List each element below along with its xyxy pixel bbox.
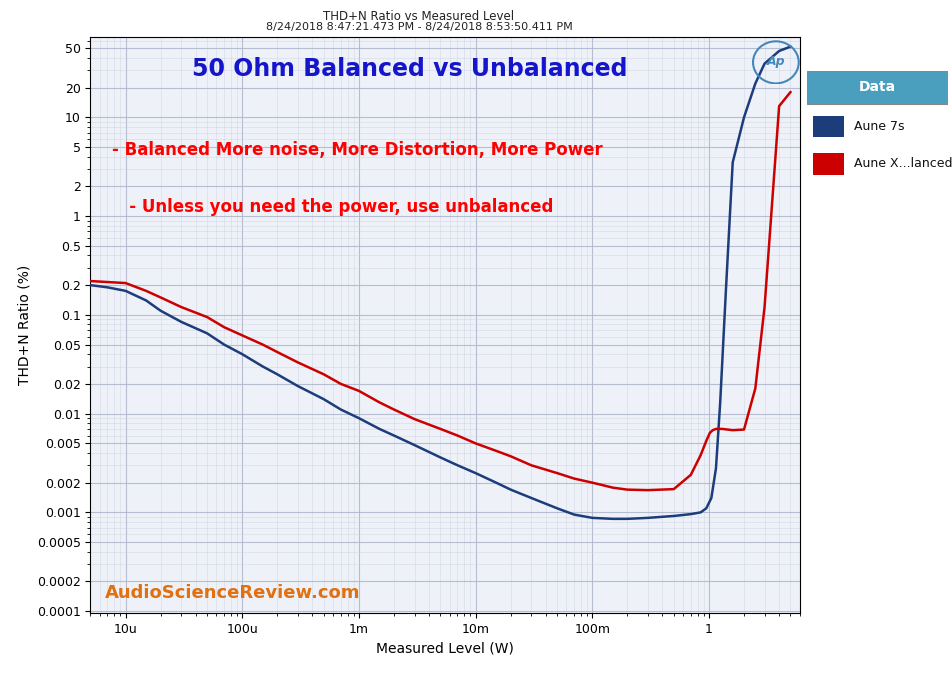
Text: THD+N Ratio vs Measured Level: THD+N Ratio vs Measured Level: [324, 10, 514, 23]
Y-axis label: THD+N Ratio (%): THD+N Ratio (%): [17, 265, 31, 386]
Text: Data: Data: [860, 80, 896, 94]
Text: 50 Ohm Balanced vs Unbalanced: 50 Ohm Balanced vs Unbalanced: [192, 57, 627, 82]
Bar: [813, 116, 843, 137]
Text: - Unless you need the power, use unbalanced: - Unless you need the power, use unbalan…: [111, 198, 553, 216]
Bar: [813, 154, 843, 175]
FancyBboxPatch shape: [807, 71, 948, 104]
Text: - Balanced More noise, More Distortion, More Power: - Balanced More noise, More Distortion, …: [111, 141, 603, 159]
X-axis label: Measured Level (W): Measured Level (W): [376, 642, 514, 656]
Text: Aune 7s: Aune 7s: [854, 120, 904, 133]
Text: Aune X...lanced 3: Aune X...lanced 3: [854, 158, 952, 171]
Text: AudioScienceReview.com: AudioScienceReview.com: [105, 584, 360, 602]
Text: 8/24/2018 8:47:21.473 PM - 8/24/2018 8:53:50.411 PM: 8/24/2018 8:47:21.473 PM - 8/24/2018 8:5…: [266, 22, 572, 32]
Text: Ap: Ap: [766, 55, 785, 68]
